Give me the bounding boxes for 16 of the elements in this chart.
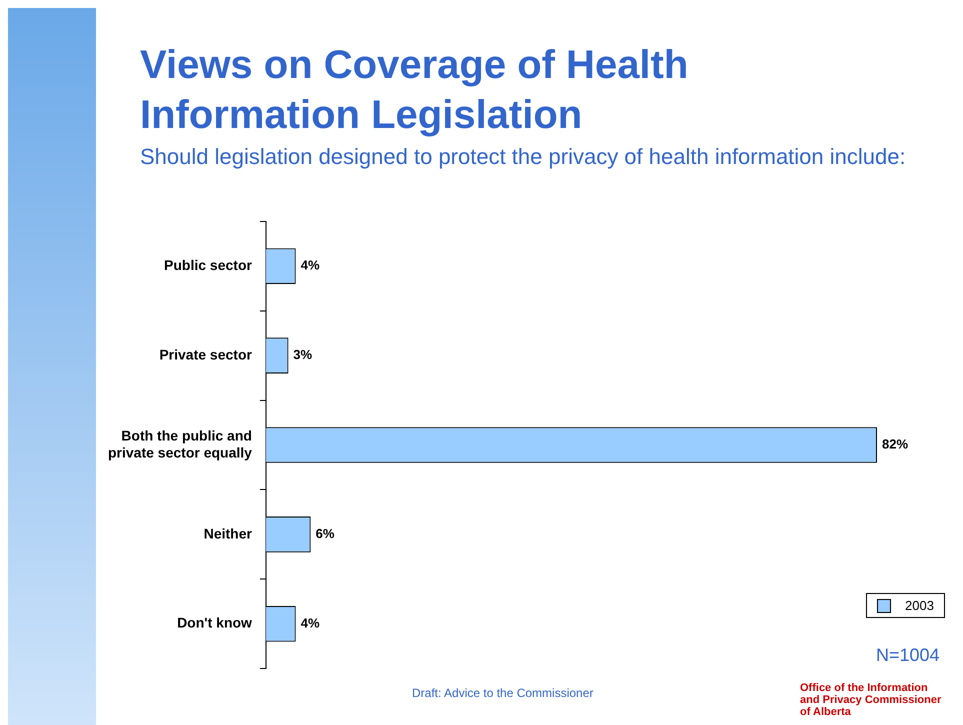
chart-subtitle: Should legislation designed to protect the privacy of health information include: [140,143,907,170]
data-label: 4% [300,615,320,630]
data-label: 6% [316,526,335,542]
legend-label: 2003 [905,598,934,613]
text: Draft: Advice to the Commissioner [412,686,594,700]
data-label: 4% [300,258,320,273]
y-tick-label: Don't know [177,614,252,631]
y-tick-label: Private sector [159,346,252,362]
y-tick-label: Both the public and private sector equally [108,427,252,460]
data-label: 82% [882,436,908,452]
text: Office of the Information and Privacy Commissioner of Alberta [800,682,942,718]
annotation: N=1004 [876,645,940,666]
y-tick-label: Neither [204,525,253,542]
data-label: 3% [293,347,313,362]
y-tick-label: Public sector [164,256,252,273]
chart-title: Views on Coverage of Health Information Legislation [140,42,690,139]
